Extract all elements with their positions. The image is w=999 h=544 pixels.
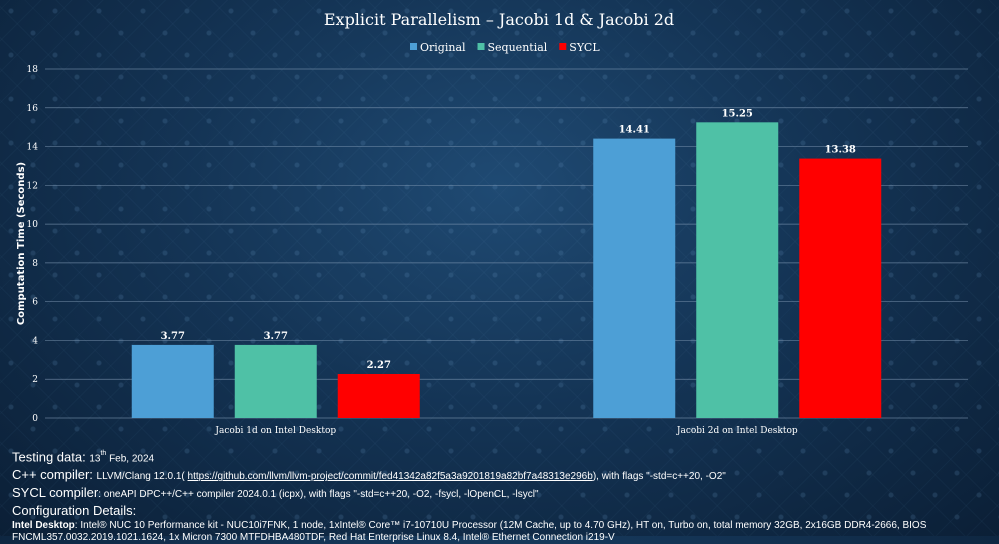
sycl-compiler-line: SYCL compiler: oneAPI DPC++/C++ compiler… <box>12 485 992 503</box>
legend-swatch-original <box>410 43 417 50</box>
legend-label-sycl: SYCL <box>569 41 600 54</box>
chart-title: Explicit Parallelism – Jacobi 1d & Jacob… <box>324 10 674 29</box>
testing-date-rest: Feb, 2024 <box>106 453 155 465</box>
legend-label-sequential: Sequential <box>488 41 548 54</box>
y-tick-2: 2 <box>32 375 38 385</box>
y-tick-16: 16 <box>27 104 39 114</box>
y-tick-18: 18 <box>27 65 39 75</box>
y-tick-0: 0 <box>32 414 38 424</box>
footnotes: Testing data: 13th Feb, 2024 C++ compile… <box>12 446 992 544</box>
y-tick-8: 8 <box>32 259 38 269</box>
bar-sequential-1 <box>234 344 317 418</box>
y-tick-4: 4 <box>32 336 38 346</box>
testing-date-suffix: th <box>100 450 107 457</box>
bar-original-2 <box>593 138 676 418</box>
testing-data-line: Testing data: 13th Feb, 2024 <box>12 446 992 467</box>
bar-chart: Explicit Parallelism – Jacobi 1d & Jacob… <box>16 10 968 436</box>
bar-sycl-2 <box>799 158 882 418</box>
cpp-compiler-flags: ), with flags "-std=c++20, -O2" <box>592 471 726 483</box>
intel-desktop-config: Intel Desktop: Intel® NUC 10 Performance… <box>12 520 992 544</box>
intel-desktop-details: : Intel® NUC 10 Performance kit - NUC10i… <box>12 520 927 544</box>
bar-original-1 <box>131 344 214 418</box>
y-tick-10: 10 <box>27 220 39 230</box>
cpp-compiler-label: C++ compiler: <box>12 467 97 483</box>
config-heading: Configuration Details: <box>12 503 137 519</box>
data-label-sequential-2: 15.25 <box>722 108 753 119</box>
y-tick-14: 14 <box>27 143 39 153</box>
data-label-sycl-1: 2.27 <box>367 360 391 371</box>
sycl-compiler-label: SYCL compiler <box>12 485 99 501</box>
x-category-label-2: Jacobi 2d on Intel Desktop <box>676 426 798 436</box>
legend-swatch-sequential <box>477 43 485 50</box>
llvm-commit-link[interactable]: https://github.com/llvm/llvm-project/com… <box>187 471 593 483</box>
data-label-original-1: 3.77 <box>161 331 185 342</box>
data-label-original-2: 14.41 <box>619 125 650 136</box>
sycl-compiler-value: : oneAPI DPC++/C++ compiler 2024.0.1 (ic… <box>98 489 539 501</box>
config-heading-line: Configuration Details: <box>12 503 992 519</box>
bar-sequential-2 <box>696 122 779 418</box>
y-axis-label: Computation Time (Seconds) <box>16 162 27 325</box>
data-label-sequential-1: 3.77 <box>264 331 288 342</box>
bar-sycl-1 <box>337 373 420 418</box>
cpp-compiler-prefix: LLVM/Clang 12.0.1( <box>96 471 188 483</box>
intel-desktop-label: Intel Desktop <box>12 520 75 532</box>
y-tick-6: 6 <box>32 298 38 308</box>
legend-label-original: Original <box>420 41 466 54</box>
legend-swatch-sycl <box>559 43 567 50</box>
data-label-sycl-2: 13.38 <box>825 145 856 156</box>
cpp-compiler-line: C++ compiler: LLVM/Clang 12.0.1( https:/… <box>12 467 992 485</box>
y-tick-12: 12 <box>27 181 38 191</box>
testing-data-label: Testing data: <box>12 449 90 465</box>
x-category-label-1: Jacobi 1d on Intel Desktop <box>214 426 336 436</box>
testing-date-day: 13 <box>89 453 101 465</box>
